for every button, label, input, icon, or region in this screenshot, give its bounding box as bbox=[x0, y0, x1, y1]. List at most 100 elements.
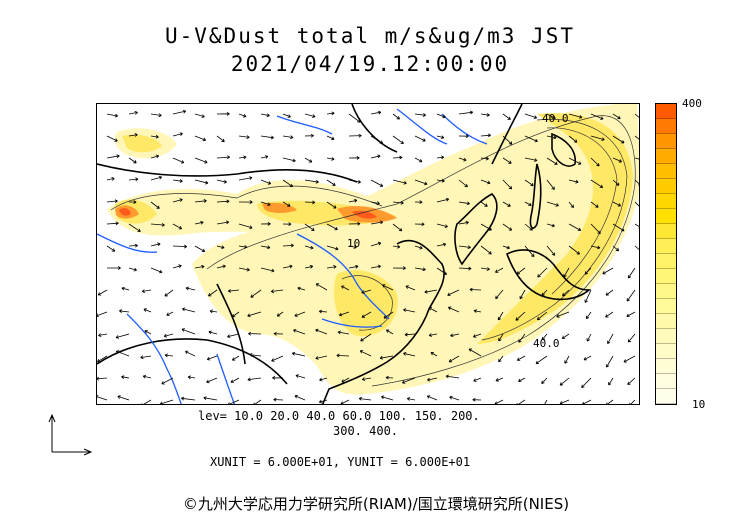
wind-arrow bbox=[502, 113, 511, 120]
wind-arrow bbox=[209, 309, 218, 314]
wind-arrow bbox=[172, 264, 182, 269]
wind-arrow bbox=[172, 157, 185, 164]
wind-arrow bbox=[370, 179, 384, 187]
wind-arrow bbox=[304, 157, 313, 163]
wind-arrow bbox=[304, 133, 314, 138]
wind-arrow bbox=[436, 178, 445, 183]
wind-arrow bbox=[414, 157, 423, 163]
wind-arrow bbox=[143, 308, 152, 313]
wind-arrow bbox=[227, 399, 240, 404]
wind-arrow bbox=[515, 311, 526, 321]
wind-arrow bbox=[480, 133, 491, 138]
wind-arrow bbox=[627, 333, 636, 343]
wind-arrow bbox=[348, 133, 362, 138]
wind-arrow bbox=[304, 223, 315, 231]
wind-arrow bbox=[447, 289, 460, 296]
wind-arrow bbox=[541, 377, 548, 384]
wind-arrow bbox=[107, 266, 121, 270]
wind-arrow bbox=[326, 201, 337, 209]
wind-arrow bbox=[273, 331, 284, 336]
scale-swatch bbox=[656, 209, 676, 224]
wind-arrow bbox=[590, 201, 599, 208]
wind-arrow bbox=[253, 399, 262, 404]
wind-arrow bbox=[238, 200, 253, 204]
wind-arrow bbox=[250, 289, 262, 298]
wind-arrow bbox=[590, 157, 600, 167]
wind-arrow bbox=[348, 179, 361, 184]
wind-arrow bbox=[480, 112, 490, 117]
wind-arrow bbox=[98, 333, 108, 337]
wind-arrow bbox=[150, 223, 165, 227]
wind-arrow bbox=[502, 179, 513, 190]
scale-swatch bbox=[656, 284, 676, 299]
wind-arrow bbox=[106, 221, 119, 226]
wind-arrow bbox=[480, 267, 490, 271]
wind-arrow bbox=[524, 201, 532, 206]
wind-arrow bbox=[414, 179, 428, 186]
wind-arrow bbox=[293, 329, 306, 335]
wind-arrow bbox=[358, 396, 372, 401]
wind-arrow bbox=[458, 245, 471, 250]
wind-arrow bbox=[468, 348, 482, 357]
wind-arrow bbox=[194, 179, 209, 185]
wind-arrow bbox=[216, 135, 225, 143]
wind-arrow bbox=[568, 113, 583, 119]
wind-arrow bbox=[381, 395, 394, 401]
vector-units: XUNIT = 6.000E+01, YUNIT = 6.000E+01 bbox=[210, 455, 471, 469]
wind-arrow bbox=[602, 267, 614, 275]
wind-arrow bbox=[161, 377, 174, 385]
wind-arrow bbox=[227, 289, 240, 293]
scale-swatch bbox=[656, 224, 676, 239]
wind-arrow bbox=[524, 157, 538, 162]
wind-arrow bbox=[404, 332, 416, 337]
wind-arrow bbox=[634, 245, 639, 250]
wind-arrow bbox=[634, 113, 639, 118]
wind-arrow bbox=[414, 245, 423, 250]
wind-arrow bbox=[185, 286, 196, 291]
wind-arrow bbox=[568, 157, 582, 165]
wind-arrow bbox=[295, 374, 306, 379]
wind-arrow bbox=[436, 197, 450, 203]
wind-arrow bbox=[518, 333, 526, 343]
wind-arrow bbox=[128, 111, 138, 115]
wind-arrow bbox=[341, 285, 350, 291]
wind-arrow bbox=[495, 377, 504, 382]
wind-arrow bbox=[172, 198, 183, 203]
wind-arrow bbox=[106, 177, 115, 181]
color-scale-bar bbox=[655, 103, 677, 405]
wind-arrow bbox=[144, 330, 152, 335]
wind-arrow bbox=[606, 355, 614, 368]
wind-arrow bbox=[568, 245, 580, 255]
scale-swatch bbox=[656, 104, 676, 119]
wind-arrow bbox=[428, 333, 438, 337]
wind-arrow bbox=[546, 179, 555, 190]
wind-arrow bbox=[582, 399, 592, 404]
wind-arrow bbox=[249, 353, 262, 357]
wind-arrow bbox=[361, 377, 372, 381]
axis-direction-indicator bbox=[48, 413, 93, 456]
wind-arrow bbox=[559, 399, 570, 404]
wind-arrow bbox=[106, 135, 118, 142]
wind-arrow bbox=[546, 113, 556, 119]
wind-arrow bbox=[458, 110, 474, 115]
scale-swatch bbox=[656, 179, 676, 194]
wind-arrow bbox=[605, 289, 614, 296]
wind-arrow bbox=[502, 157, 512, 164]
wind-arrow bbox=[208, 330, 218, 335]
wind-arrow bbox=[516, 355, 526, 361]
wind-arrow bbox=[392, 244, 401, 249]
scale-swatch bbox=[656, 119, 676, 134]
wind-arrow bbox=[340, 399, 350, 404]
wind-arrow bbox=[458, 266, 472, 271]
wind-arrow bbox=[634, 157, 639, 160]
wind-arrow bbox=[392, 200, 404, 205]
wind-arrow bbox=[106, 199, 118, 204]
wind-arrow bbox=[562, 289, 570, 297]
map-title: U-V&Dust total m/s&ug/m3 JST bbox=[164, 24, 575, 48]
wind-arrow bbox=[383, 311, 394, 319]
wind-arrow bbox=[260, 135, 274, 140]
scale-min-label: 10 bbox=[692, 398, 706, 411]
coastline-and-borders bbox=[97, 104, 592, 404]
wind-arrow bbox=[121, 286, 130, 291]
wind-arrow bbox=[516, 267, 526, 275]
